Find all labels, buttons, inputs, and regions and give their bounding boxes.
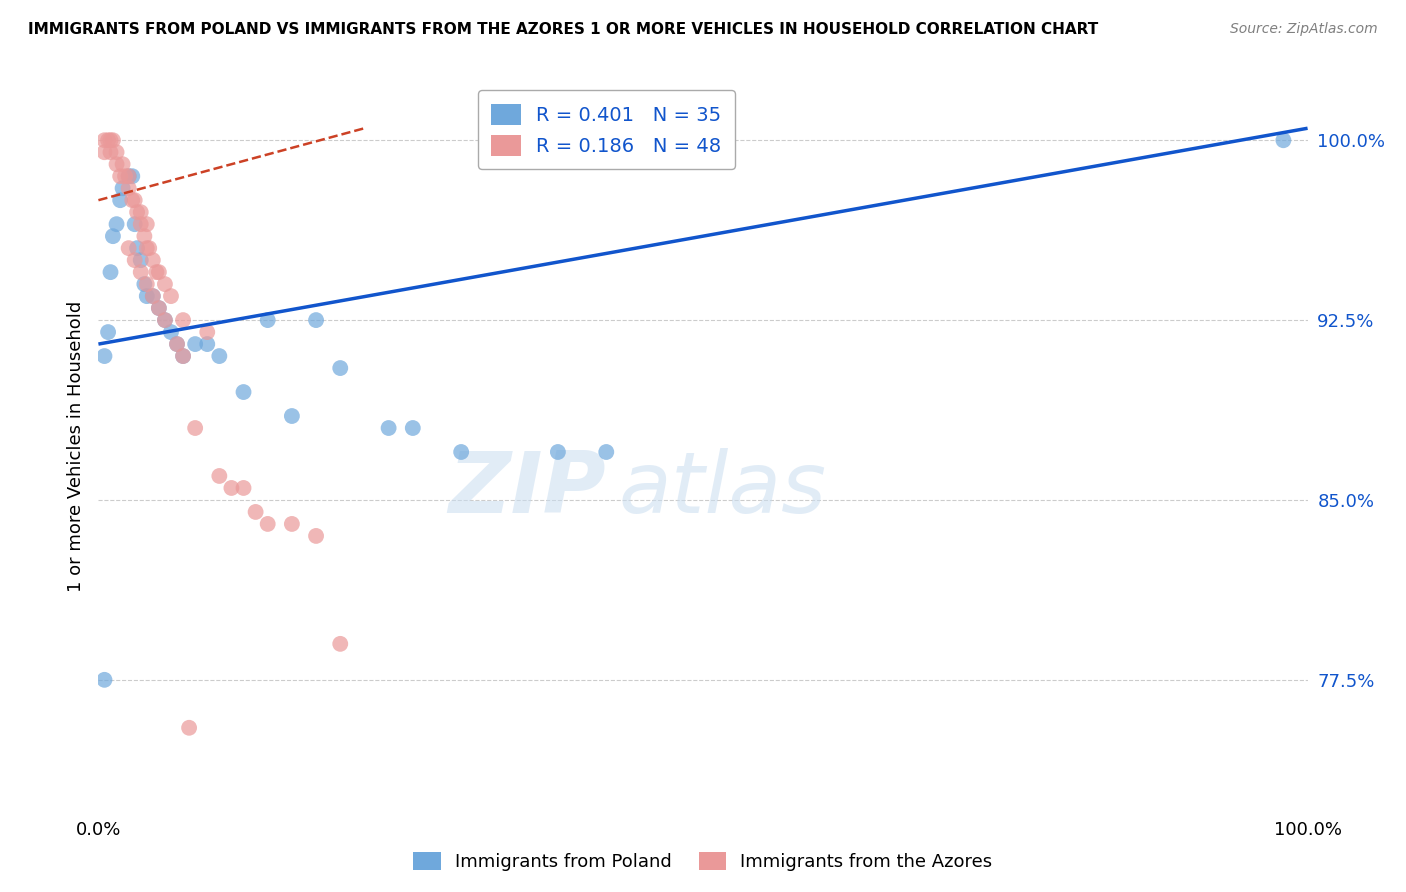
Point xyxy=(134,229,156,244)
Point xyxy=(129,217,152,231)
Point xyxy=(547,445,569,459)
Y-axis label: 1 or more Vehicles in Household: 1 or more Vehicles in Household xyxy=(66,301,84,591)
Point xyxy=(184,421,207,435)
Point xyxy=(377,421,399,435)
Point xyxy=(166,337,188,351)
Point xyxy=(166,337,188,351)
Point xyxy=(153,277,176,292)
Point xyxy=(111,181,134,195)
Point xyxy=(245,505,267,519)
Point xyxy=(232,385,254,400)
Point xyxy=(134,277,156,292)
Point xyxy=(100,265,122,279)
Point xyxy=(329,361,352,376)
Point xyxy=(148,301,170,315)
Point xyxy=(195,325,218,339)
Point xyxy=(118,169,141,184)
Point xyxy=(1272,133,1295,147)
Point xyxy=(153,313,176,327)
Point xyxy=(256,516,278,531)
Point xyxy=(100,133,122,147)
Point xyxy=(129,253,152,268)
Point xyxy=(93,673,115,687)
Point xyxy=(281,516,304,531)
Point xyxy=(101,229,124,244)
Point xyxy=(108,193,131,207)
Point xyxy=(208,349,231,363)
Point xyxy=(127,205,149,219)
Legend: R = 0.401   N = 35, R = 0.186   N = 48: R = 0.401 N = 35, R = 0.186 N = 48 xyxy=(478,90,735,169)
Point xyxy=(135,277,157,292)
Point xyxy=(135,289,157,303)
Point xyxy=(208,469,231,483)
Point xyxy=(179,721,201,735)
Point xyxy=(595,445,617,459)
Point xyxy=(111,157,134,171)
Point xyxy=(135,241,157,255)
Point xyxy=(93,145,115,160)
Point xyxy=(138,241,160,255)
Point xyxy=(232,481,254,495)
Point xyxy=(148,265,170,279)
Point xyxy=(153,313,176,327)
Point xyxy=(93,349,115,363)
Point xyxy=(105,157,128,171)
Point xyxy=(105,217,128,231)
Point xyxy=(121,193,143,207)
Point xyxy=(329,637,352,651)
Point xyxy=(124,253,146,268)
Point xyxy=(221,481,243,495)
Point xyxy=(97,133,120,147)
Point xyxy=(124,193,146,207)
Point xyxy=(148,301,170,315)
Point xyxy=(101,133,124,147)
Point xyxy=(256,313,278,327)
Point xyxy=(118,241,141,255)
Point xyxy=(142,253,165,268)
Point xyxy=(93,133,115,147)
Point xyxy=(100,145,122,160)
Point xyxy=(281,409,304,423)
Point xyxy=(184,337,207,351)
Point xyxy=(124,217,146,231)
Point xyxy=(97,325,120,339)
Point xyxy=(402,421,425,435)
Point xyxy=(129,265,152,279)
Point xyxy=(135,217,157,231)
Point xyxy=(172,313,194,327)
Legend: Immigrants from Poland, Immigrants from the Azores: Immigrants from Poland, Immigrants from … xyxy=(406,845,1000,879)
Point xyxy=(118,181,141,195)
Point xyxy=(450,445,472,459)
Point xyxy=(142,289,165,303)
Point xyxy=(108,169,131,184)
Point xyxy=(142,289,165,303)
Point xyxy=(195,337,218,351)
Text: atlas: atlas xyxy=(619,449,827,532)
Point xyxy=(127,241,149,255)
Point xyxy=(305,529,328,543)
Point xyxy=(172,349,194,363)
Point xyxy=(145,265,167,279)
Point xyxy=(160,325,183,339)
Point xyxy=(160,289,183,303)
Point xyxy=(129,205,152,219)
Point xyxy=(118,169,141,184)
Point xyxy=(114,169,136,184)
Point xyxy=(105,145,128,160)
Text: ZIP: ZIP xyxy=(449,449,606,532)
Point xyxy=(172,349,194,363)
Text: IMMIGRANTS FROM POLAND VS IMMIGRANTS FROM THE AZORES 1 OR MORE VEHICLES IN HOUSE: IMMIGRANTS FROM POLAND VS IMMIGRANTS FRO… xyxy=(28,22,1098,37)
Text: Source: ZipAtlas.com: Source: ZipAtlas.com xyxy=(1230,22,1378,37)
Point xyxy=(121,169,143,184)
Point xyxy=(305,313,328,327)
